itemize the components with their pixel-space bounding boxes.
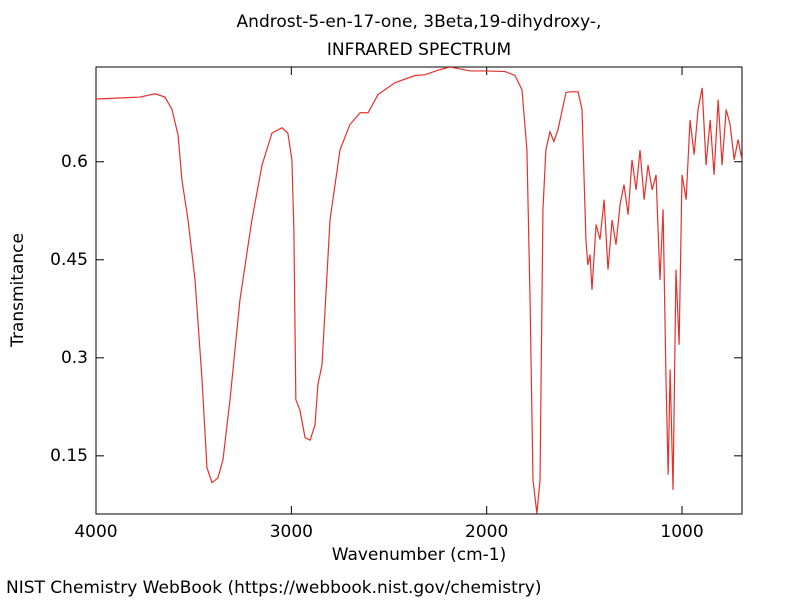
- x-axis-label: Wavenumber (cm-1): [332, 545, 507, 565]
- y-tick-label: 0.6: [61, 152, 88, 172]
- x-tick-label: 4000: [74, 522, 117, 542]
- x-tick-label: 2000: [465, 522, 508, 542]
- source-note: NIST Chemistry WebBook (https://webbook.…: [6, 578, 541, 598]
- plot-frame: [95, 66, 743, 515]
- y-tick-label: 0.15: [50, 446, 88, 466]
- chart-title: Androst-5-en-17-one, 3Beta,19-dihydroxy-…: [237, 12, 602, 32]
- y-axis-label: Transmitance: [8, 233, 28, 348]
- x-tick-label: 1000: [660, 522, 703, 542]
- chart-subtitle: INFRARED SPECTRUM: [327, 40, 511, 60]
- y-tick-label: 0.3: [61, 348, 88, 368]
- x-tick-label: 3000: [270, 522, 313, 542]
- spectrum-line: [96, 67, 742, 514]
- y-tick-label: 0.45: [50, 250, 88, 270]
